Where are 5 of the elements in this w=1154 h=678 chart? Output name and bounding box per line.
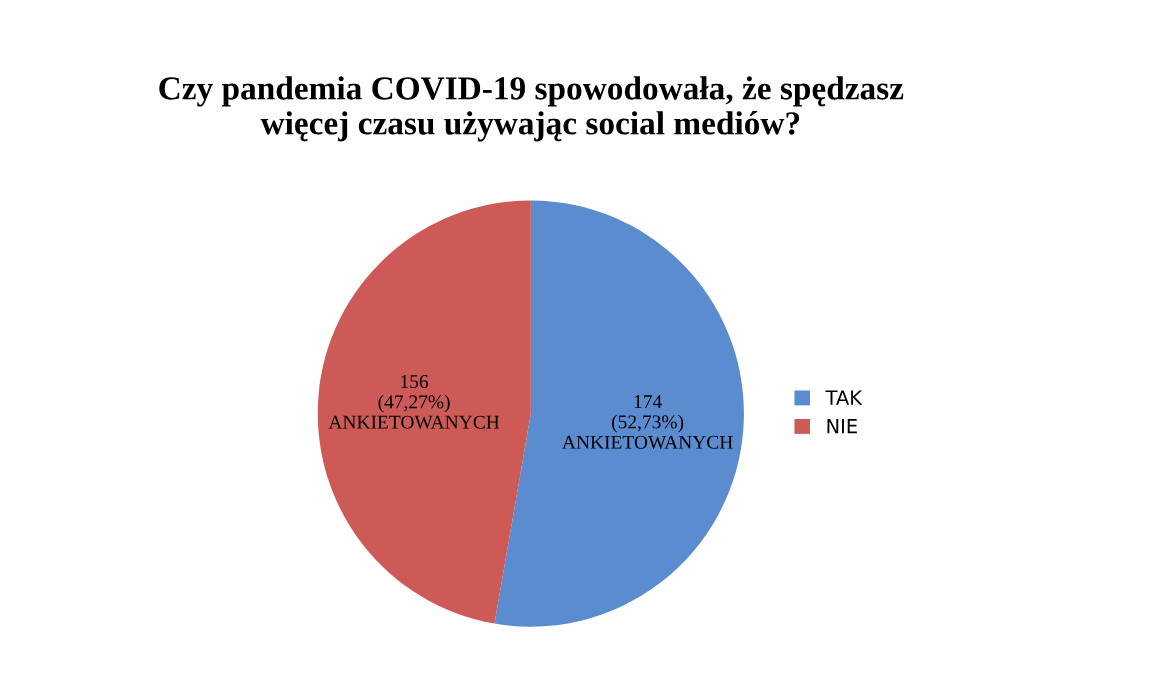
data-label: 174 (52,73%) ANKIETOWANYCH (562, 395, 733, 449)
legend-label: NIE (827, 419, 857, 434)
data-label: 156 (47,27%) ANKIETOWANYCH (328, 375, 500, 429)
legend-label: TAK (825, 390, 863, 405)
chart-title: Czy pandemia COVID-19 spowodowała, że spędzasz więcej czasu używając social mediów? (159, 76, 904, 142)
